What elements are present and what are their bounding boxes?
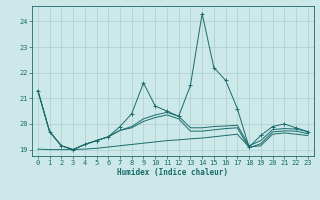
X-axis label: Humidex (Indice chaleur): Humidex (Indice chaleur) [117, 168, 228, 177]
